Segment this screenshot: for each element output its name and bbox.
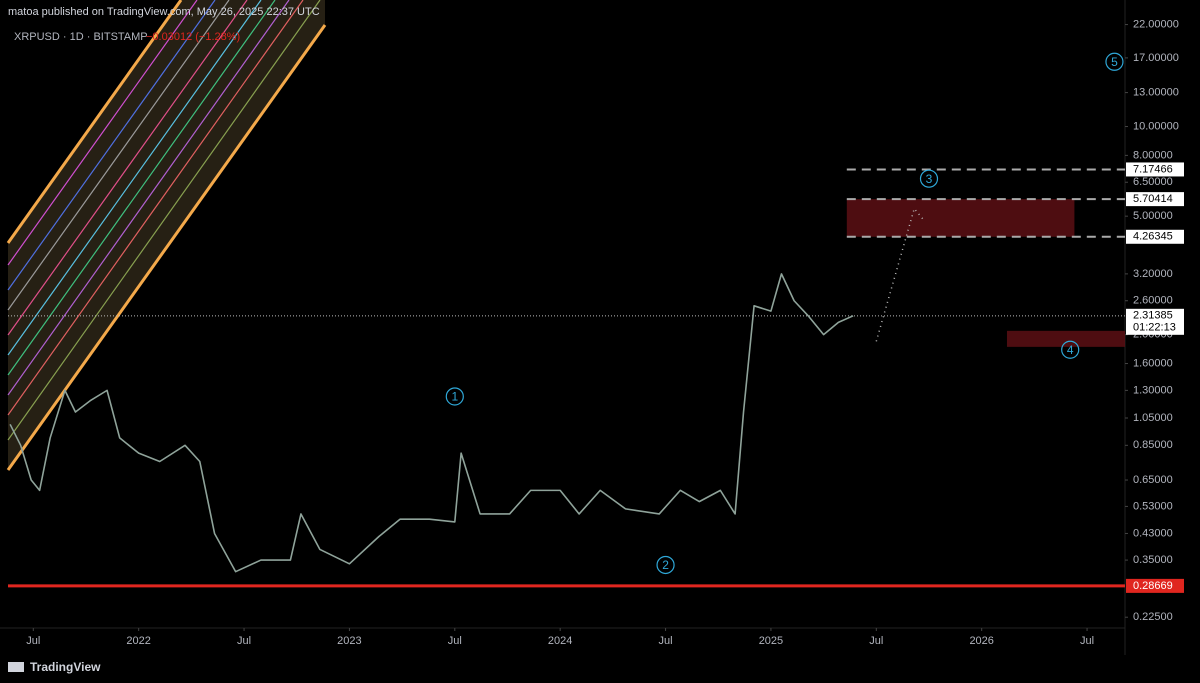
y-tick-label: 0.22500 xyxy=(1133,611,1173,623)
y-tick-label: 1.30000 xyxy=(1133,384,1173,396)
price-box xyxy=(1126,229,1184,244)
wave-marker xyxy=(1105,52,1124,71)
x-tick-label: 2023 xyxy=(337,635,361,647)
y-tick-label: 1.05000 xyxy=(1133,412,1173,424)
y-tick-label: 0.85000 xyxy=(1133,439,1173,451)
y-tick-label: 8.00000 xyxy=(1133,149,1173,161)
last-price-label: 2.31385 xyxy=(1133,310,1173,322)
x-tick-label: Jul xyxy=(659,635,673,647)
y-tick-label: 0.43000 xyxy=(1133,527,1173,539)
last-price-box xyxy=(1126,308,1184,335)
x-tick-label: 2026 xyxy=(969,635,993,647)
publisher: matoa published on TradingView.com, May … xyxy=(8,6,320,18)
zone xyxy=(1006,330,1125,347)
y-tick-label: 2.60000 xyxy=(1133,295,1173,307)
fib-channel xyxy=(6,0,327,471)
price-box xyxy=(1126,192,1184,207)
y-tick-label: 17.00000 xyxy=(1133,52,1179,64)
y-tick-label: 3.20000 xyxy=(1133,268,1173,280)
y-tick-label: 0.53000 xyxy=(1133,500,1173,512)
symbol: XRPUSD · 1D · BITSTAMP xyxy=(14,31,148,43)
y-tick-label: 0.65000 xyxy=(1133,474,1173,486)
x-tick-label: Jul xyxy=(869,635,883,647)
wave-marker xyxy=(656,555,675,575)
price-line xyxy=(9,273,854,573)
x-tick-label: 2022 xyxy=(126,635,150,647)
countdown: 01:22:13 xyxy=(1133,322,1176,334)
y-tick-label: 5.00000 xyxy=(1133,210,1173,222)
brand-logo xyxy=(8,662,24,672)
y-tick-label: 1.60000 xyxy=(1133,357,1173,369)
wave-marker xyxy=(445,387,464,406)
wave-label: 2 xyxy=(662,558,669,572)
y-tick-label: 0.35000 xyxy=(1133,554,1173,566)
wave-label: 3 xyxy=(926,172,933,186)
price-label: 5.70414 xyxy=(1133,193,1173,205)
wave-label: 1 xyxy=(451,390,458,404)
x-tick-label: 2025 xyxy=(759,635,783,647)
x-tick-label: Jul xyxy=(448,635,462,647)
change: −0.03012 (−1.28%) xyxy=(146,31,240,43)
price-label: 4.26345 xyxy=(1133,231,1173,243)
wave-label: 4 xyxy=(1067,343,1074,357)
projection xyxy=(875,207,924,342)
brand: TradingView xyxy=(30,660,101,674)
x-tick-label: Jul xyxy=(237,635,251,647)
price-label: 7.17466 xyxy=(1133,163,1173,175)
y-tick-label: 22.00000 xyxy=(1133,18,1179,30)
wave-marker xyxy=(1061,340,1080,359)
support-box xyxy=(1126,578,1184,593)
x-tick-label: 2024 xyxy=(548,635,572,647)
wave-marker xyxy=(919,169,939,188)
x-tick-label: Jul xyxy=(26,635,40,647)
y-tick-label: 13.00000 xyxy=(1133,86,1179,98)
x-tick-label: Jul xyxy=(1080,635,1094,647)
y-tick-label: 10.00000 xyxy=(1133,120,1179,132)
y-tick-label: 6.50000 xyxy=(1133,176,1173,188)
zone xyxy=(846,199,1075,237)
price-box xyxy=(1126,162,1184,177)
support-label: 0.28669 xyxy=(1133,580,1173,592)
wave-label: 5 xyxy=(1111,55,1118,69)
